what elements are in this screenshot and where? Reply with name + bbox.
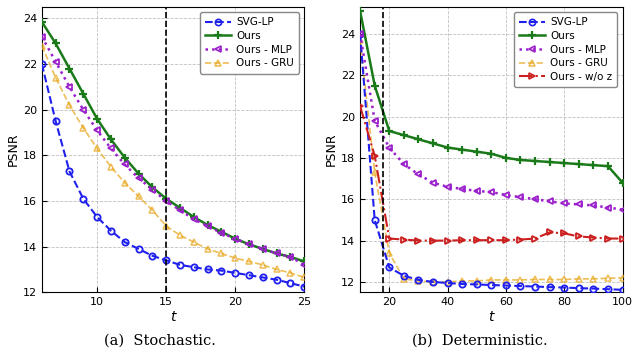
Text: (a)  Stochastic.: (a) Stochastic. (104, 334, 216, 348)
Y-axis label: PSNR: PSNR (325, 133, 338, 166)
Legend: SVG-LP, Ours, Ours - MLP, Ours - GRU, Ours - w/o z: SVG-LP, Ours, Ours - MLP, Ours - GRU, Ou… (513, 12, 618, 87)
X-axis label: t: t (488, 310, 494, 324)
Y-axis label: PSNR: PSNR (7, 133, 20, 166)
Legend: SVG-LP, Ours, Ours - MLP, Ours - GRU: SVG-LP, Ours, Ours - MLP, Ours - GRU (200, 12, 299, 74)
Text: (b)  Deterministic.: (b) Deterministic. (412, 334, 548, 348)
X-axis label: t: t (170, 310, 176, 324)
